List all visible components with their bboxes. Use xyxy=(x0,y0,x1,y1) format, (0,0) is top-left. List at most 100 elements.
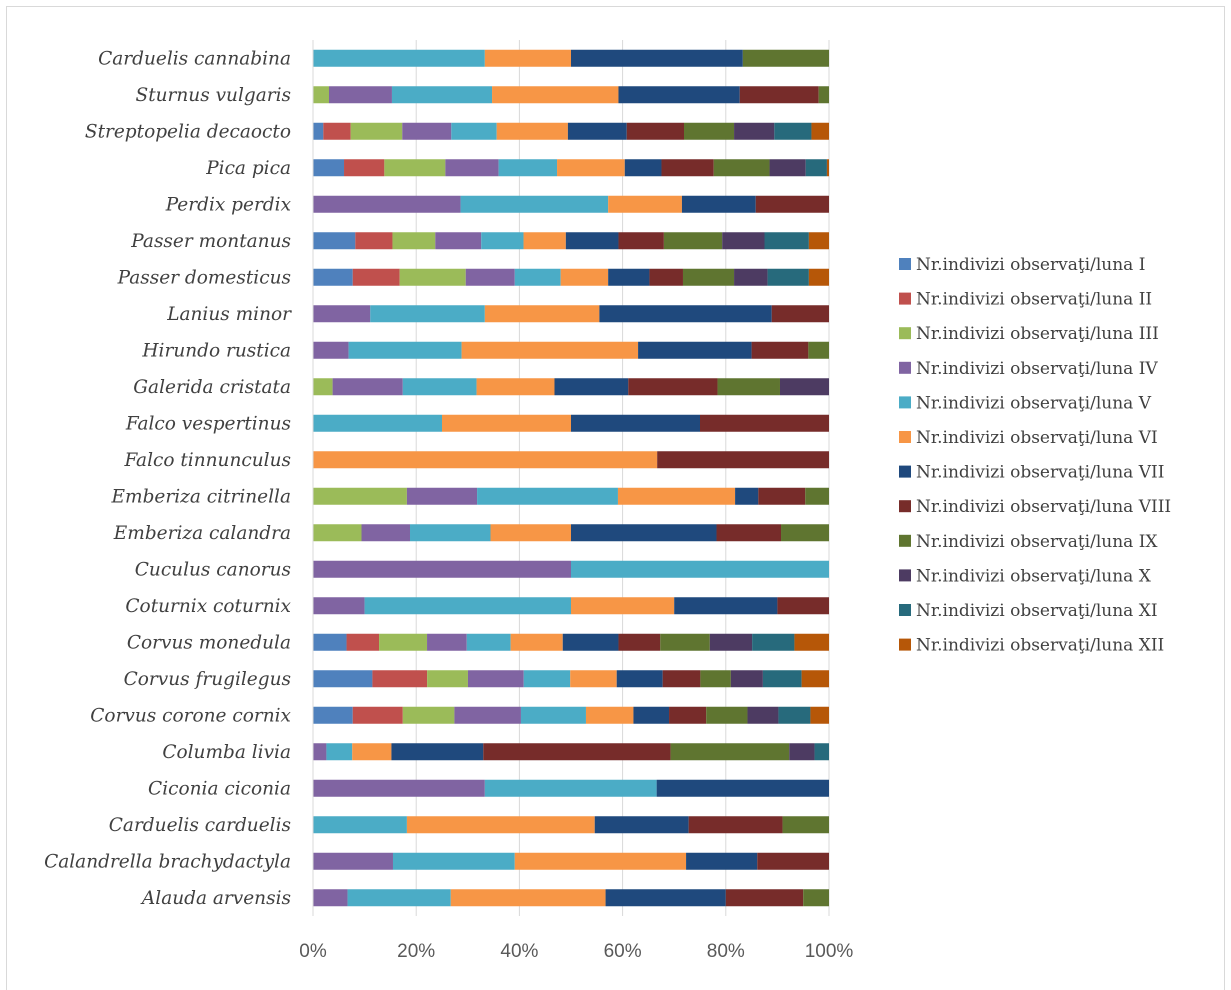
bar-segment xyxy=(391,743,484,761)
legend-swatch xyxy=(899,396,911,409)
bar-segment xyxy=(669,706,707,724)
category-label: Passer domesticus xyxy=(117,267,291,288)
category-label: Falco tinnunculus xyxy=(123,450,291,471)
bar-segment xyxy=(616,670,663,688)
bar-segment xyxy=(742,49,829,67)
bar-segment xyxy=(633,706,670,724)
category-label: Ciconia ciconia xyxy=(148,778,291,799)
bar-segment xyxy=(410,524,491,542)
bar-segment xyxy=(608,195,682,213)
bar-segment xyxy=(713,159,770,177)
bar-segment xyxy=(352,268,400,286)
bar-segment xyxy=(313,232,356,250)
bar-segment xyxy=(370,305,485,323)
bar-segment xyxy=(567,122,627,140)
legend-label: Nr.indivizi observaţi/luna IX xyxy=(916,532,1158,552)
bar-segment xyxy=(757,852,829,870)
bar-segment xyxy=(725,889,804,907)
bar-segment xyxy=(599,305,772,323)
bar-segment xyxy=(313,122,324,140)
bar-segment xyxy=(406,816,595,834)
category-label: Columba livia xyxy=(162,742,291,763)
bar-segment xyxy=(347,889,451,907)
legend-label: Nr.indivizi observaţi/luna III xyxy=(916,324,1159,344)
legend-label: Nr.indivizi observaţi/luna VII xyxy=(916,463,1164,483)
legend-swatch xyxy=(899,604,911,616)
category-label: Calandrella brachydactyla xyxy=(44,851,291,872)
bar-segment xyxy=(313,414,442,432)
bar-segment xyxy=(657,451,829,469)
bar-segment xyxy=(514,268,561,286)
bar-segment xyxy=(670,743,790,761)
bar-segment xyxy=(778,706,811,724)
tick-label: 100% xyxy=(805,941,854,962)
bar-segment xyxy=(451,122,497,140)
category-label: Perdix perdix xyxy=(165,194,292,215)
bar-segment xyxy=(514,852,687,870)
bar-segment xyxy=(392,232,436,250)
bar-segment xyxy=(361,524,411,542)
bar-segment xyxy=(734,268,768,286)
bar-segment xyxy=(313,779,485,797)
bar-segment xyxy=(313,487,407,505)
bar-segment xyxy=(313,560,571,578)
bar-segment xyxy=(706,706,748,724)
legend-label: Nr.indivizi observaţi/luna V xyxy=(916,393,1152,413)
bar-segment xyxy=(450,889,606,907)
legend-swatch xyxy=(899,431,911,443)
bar-segment xyxy=(617,487,736,505)
bar-segment xyxy=(782,816,829,834)
category-label: Emberiza citrinella xyxy=(111,486,291,507)
bar-segment xyxy=(348,341,462,359)
legend-swatch xyxy=(899,638,911,651)
category-label: Streptopelia decaocto xyxy=(85,121,291,142)
legend-label: Nr.indivizi observaţi/luna X xyxy=(916,566,1152,586)
bar-segment xyxy=(476,378,555,396)
bar-segment xyxy=(808,268,829,286)
bar-segment xyxy=(313,195,461,213)
bar-segment xyxy=(313,86,329,104)
bar-segment xyxy=(662,670,701,688)
bar-segment xyxy=(313,706,353,724)
bar-segment xyxy=(496,122,568,140)
bar-segment xyxy=(801,670,829,688)
bar-segment xyxy=(638,341,752,359)
category-label: Sturnus vulgaris xyxy=(136,85,291,106)
legend-label: Nr.indivizi observaţi/luna XI xyxy=(916,601,1158,621)
bar-segment xyxy=(626,122,685,140)
bar-segment xyxy=(520,706,586,724)
bar-segment xyxy=(350,122,403,140)
bar-segment xyxy=(313,305,371,323)
bar-segment xyxy=(700,414,829,432)
tick-label: 0% xyxy=(299,941,327,962)
bar-segment xyxy=(465,268,515,286)
bar-segment xyxy=(608,268,650,286)
category-label: Emberiza calandra xyxy=(113,523,291,544)
category-label: Pica pica xyxy=(205,158,291,179)
bar-segment xyxy=(392,852,515,870)
bar-segment xyxy=(460,195,609,213)
bar-segment xyxy=(571,49,743,67)
bar-segment xyxy=(484,779,657,797)
legend-swatch xyxy=(899,569,911,582)
tick-label: 60% xyxy=(604,941,642,962)
bar-segment xyxy=(461,341,639,359)
bar-segment xyxy=(510,633,563,651)
bar-segment xyxy=(605,889,726,907)
bar-segment xyxy=(624,159,662,177)
legend-swatch xyxy=(899,465,911,478)
bar-segment xyxy=(332,378,403,396)
bar-segment xyxy=(811,122,829,140)
bar-segment xyxy=(313,524,362,542)
bar-segment xyxy=(649,268,683,286)
bar-segment xyxy=(384,159,446,177)
bar-segment xyxy=(751,341,809,359)
category-label: Falco vespertinus xyxy=(125,413,291,434)
bar-segment xyxy=(716,524,782,542)
tick-label: 40% xyxy=(500,941,538,962)
bar-segment xyxy=(814,743,829,761)
bar-segment xyxy=(758,487,806,505)
bar-segment xyxy=(435,232,482,250)
legend-label: Nr.indivizi observaţi/luna IV xyxy=(916,359,1158,379)
bar-segment xyxy=(571,597,675,615)
